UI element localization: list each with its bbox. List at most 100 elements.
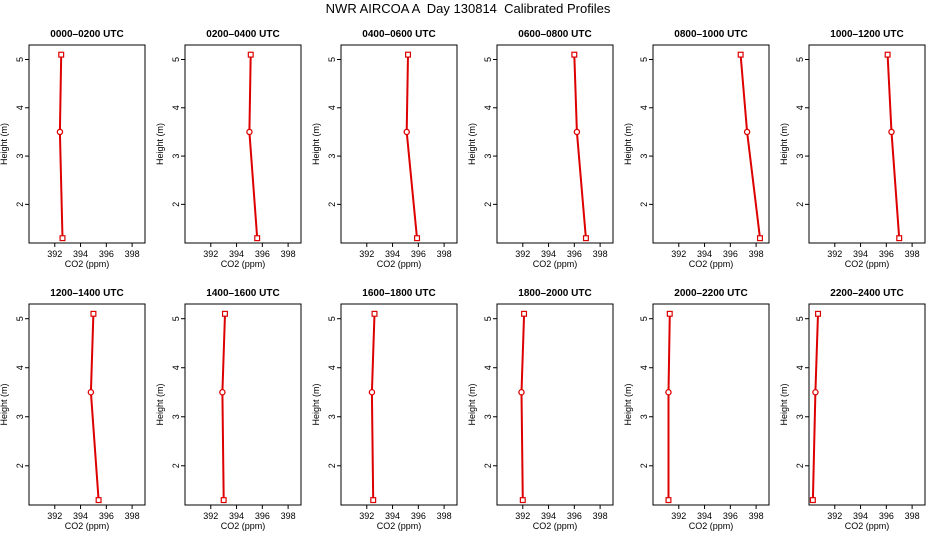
x-tick-label: 398 bbox=[125, 511, 140, 521]
x-tick-label: 398 bbox=[281, 249, 296, 259]
y-tick-label: 2 bbox=[327, 202, 337, 207]
profile-point bbox=[405, 51, 412, 58]
profile-point bbox=[371, 310, 378, 317]
y-tick-label: 2 bbox=[639, 202, 649, 207]
panel-title: 1000–1200 UTC bbox=[830, 29, 903, 40]
y-tick-label: 4 bbox=[327, 365, 337, 370]
x-tick-label: 392 bbox=[671, 249, 686, 259]
profile-point bbox=[95, 497, 102, 504]
profile-point bbox=[246, 128, 253, 136]
panel-title: 0800–1000 UTC bbox=[674, 29, 747, 40]
x-tick-label: 394 bbox=[73, 511, 88, 521]
y-axis-label: Height (m) bbox=[623, 383, 633, 425]
y-tick-label: 3 bbox=[15, 414, 25, 419]
profile-point bbox=[370, 497, 377, 504]
panel-title: 0600–0800 UTC bbox=[518, 29, 591, 40]
y-tick-label: 2 bbox=[483, 202, 493, 207]
x-tick-label: 394 bbox=[229, 249, 244, 259]
profile-line bbox=[573, 54, 587, 239]
profile-line bbox=[811, 313, 819, 501]
plot-frame bbox=[652, 44, 770, 244]
x-tick-label: 396 bbox=[99, 511, 114, 521]
y-tick-label: 5 bbox=[483, 57, 493, 62]
profile-panel: 1800–2000 UTC 392 394 396 398 2 3 4 5 CO2 (ppm) He… bbox=[467, 288, 614, 531]
profile-panel: 0800–1000 UTC 392 394 396 398 2 3 4 5 CO2 (ppm) He… bbox=[623, 29, 770, 269]
profile-point bbox=[582, 235, 589, 242]
y-tick-label: 5 bbox=[327, 57, 337, 62]
profile-point bbox=[809, 497, 816, 504]
profile-line bbox=[667, 313, 671, 501]
panel-title: 0000–0200 UTC bbox=[50, 29, 123, 40]
profile-point bbox=[665, 388, 672, 396]
x-tick-label: 394 bbox=[697, 249, 712, 259]
profile-point bbox=[737, 51, 744, 58]
y-tick-label: 5 bbox=[171, 316, 181, 321]
y-tick-label: 5 bbox=[795, 57, 805, 62]
y-tick-label: 2 bbox=[483, 463, 493, 468]
plot-frame bbox=[652, 303, 770, 506]
x-tick-label: 398 bbox=[593, 511, 608, 521]
x-tick-label: 398 bbox=[749, 511, 764, 521]
x-tick-label: 396 bbox=[567, 511, 582, 521]
plot-frame bbox=[808, 44, 926, 244]
x-tick-label: 394 bbox=[385, 249, 400, 259]
y-tick-label: 4 bbox=[795, 105, 805, 110]
x-axis-label: CO2 (ppm) bbox=[377, 259, 422, 269]
profile-point bbox=[403, 128, 410, 136]
y-tick-label: 3 bbox=[639, 154, 649, 159]
panel-title: 1200–1400 UTC bbox=[50, 288, 123, 299]
profile-point bbox=[58, 51, 65, 58]
profile-point bbox=[573, 128, 581, 136]
profile-point bbox=[743, 128, 751, 136]
x-tick-label: 392 bbox=[47, 249, 62, 259]
y-tick-label: 5 bbox=[639, 57, 649, 62]
panel-title: 1600–1800 UTC bbox=[362, 288, 435, 299]
x-axis-label: CO2 (ppm) bbox=[845, 521, 890, 531]
x-axis-label: CO2 (ppm) bbox=[65, 521, 110, 531]
x-tick-label: 392 bbox=[515, 511, 530, 521]
y-tick-label: 2 bbox=[327, 463, 337, 468]
y-tick-label: 2 bbox=[171, 463, 181, 468]
profile-panel: 2000–2200 UTC 392 394 396 398 2 3 4 5 CO2 (ppm) He… bbox=[623, 288, 770, 531]
x-tick-label: 392 bbox=[515, 249, 530, 259]
x-tick-label: 396 bbox=[411, 249, 426, 259]
profile-point bbox=[666, 310, 673, 317]
profile-panel: 1000–1200 UTC 392 394 396 398 2 3 4 5 CO2 (ppm) He… bbox=[779, 29, 926, 269]
x-tick-label: 396 bbox=[411, 511, 426, 521]
x-tick-label: 394 bbox=[541, 249, 556, 259]
x-tick-label: 396 bbox=[567, 249, 582, 259]
x-tick-label: 392 bbox=[827, 249, 842, 259]
profile-point bbox=[87, 388, 95, 396]
plot-frame bbox=[808, 303, 926, 506]
panel-title: 0200–0400 UTC bbox=[206, 29, 279, 40]
profile-panel: 0000–0200 UTC 392 394 396 398 2 3 4 5 CO2 (ppm) He… bbox=[0, 29, 146, 269]
y-axis-label: Height (m) bbox=[155, 383, 165, 425]
y-tick-label: 5 bbox=[483, 316, 493, 321]
plot-frame bbox=[340, 44, 458, 244]
y-tick-label: 5 bbox=[171, 57, 181, 62]
x-tick-label: 394 bbox=[385, 511, 400, 521]
x-tick-label: 398 bbox=[437, 249, 452, 259]
plot-frame bbox=[28, 44, 146, 244]
profile-point bbox=[247, 51, 254, 58]
plot-frame bbox=[184, 303, 302, 506]
x-axis-label: CO2 (ppm) bbox=[689, 521, 734, 531]
y-axis-label: Height (m) bbox=[0, 383, 9, 425]
profile-point bbox=[571, 51, 578, 58]
y-tick-label: 4 bbox=[15, 105, 25, 110]
x-tick-label: 396 bbox=[879, 249, 894, 259]
profile-panel: 1200–1400 UTC 392 394 396 398 2 3 4 5 CO2 (ppm) He… bbox=[0, 288, 146, 531]
x-tick-label: 398 bbox=[593, 249, 608, 259]
y-tick-label: 4 bbox=[15, 365, 25, 370]
profile-line bbox=[886, 54, 901, 239]
profile-point bbox=[254, 235, 261, 242]
profile-point bbox=[884, 51, 891, 58]
y-tick-label: 2 bbox=[171, 202, 181, 207]
x-tick-label: 394 bbox=[73, 249, 88, 259]
profile-point bbox=[896, 235, 903, 242]
x-tick-label: 396 bbox=[723, 511, 738, 521]
x-axis-label: CO2 (ppm) bbox=[533, 259, 578, 269]
panel-title: 2200–2400 UTC bbox=[830, 288, 903, 299]
x-tick-label: 392 bbox=[359, 249, 374, 259]
profile-point bbox=[368, 388, 376, 396]
